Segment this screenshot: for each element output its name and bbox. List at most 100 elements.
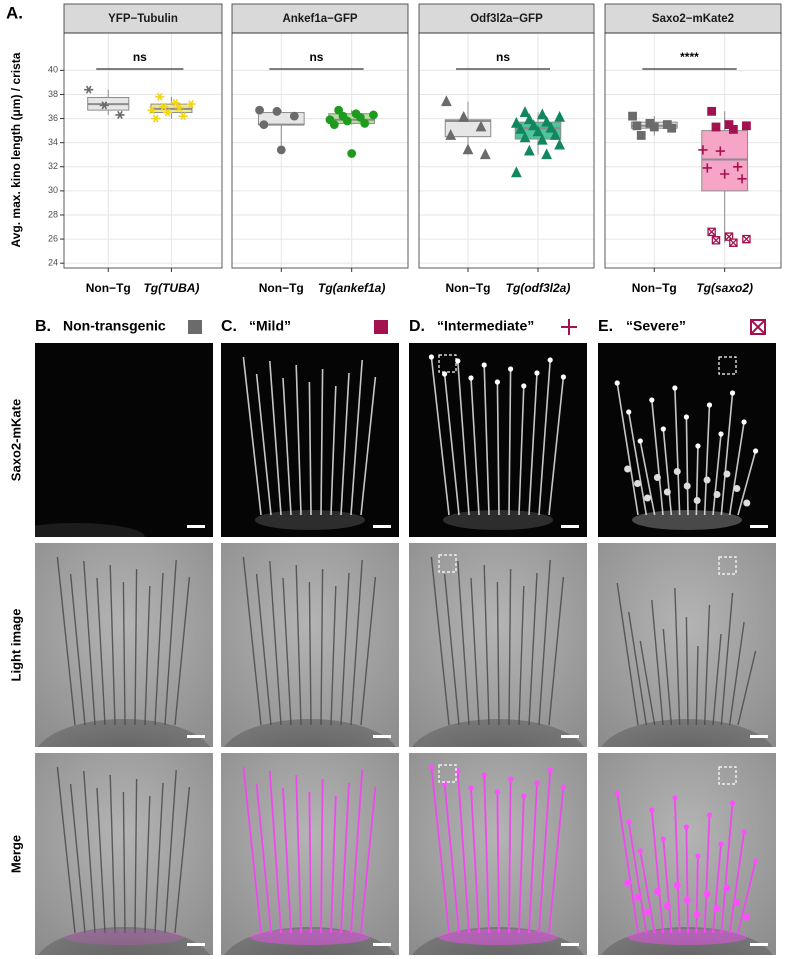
tip-bulb xyxy=(481,362,487,368)
marker xyxy=(707,106,717,116)
data-point xyxy=(702,163,712,173)
plot-border xyxy=(604,32,782,269)
marker xyxy=(84,85,94,94)
marker xyxy=(445,129,457,140)
kinocilium xyxy=(350,769,364,934)
data-point xyxy=(536,133,548,145)
marker xyxy=(515,123,527,134)
kinocilium xyxy=(430,356,450,516)
data-point xyxy=(541,115,553,127)
strip xyxy=(418,3,595,34)
kinocilium xyxy=(548,576,565,726)
kinocilium xyxy=(430,556,450,726)
kinocilium xyxy=(627,821,648,934)
significance-label: ns xyxy=(133,50,147,64)
bulb xyxy=(683,896,691,904)
data-point xyxy=(440,95,452,107)
kinocilium xyxy=(330,795,337,934)
marker xyxy=(334,105,344,115)
kinocilium xyxy=(255,373,272,516)
data-point xyxy=(549,129,561,140)
plot-background xyxy=(419,33,594,268)
marker xyxy=(742,121,751,131)
data-point xyxy=(742,121,751,131)
tip-bulb xyxy=(468,375,474,381)
strip-title: Saxo2−mKate2 xyxy=(652,13,734,25)
kinocilium xyxy=(616,382,639,516)
roi-box xyxy=(718,356,737,375)
marker xyxy=(259,120,269,129)
marker xyxy=(720,169,730,179)
base-glow xyxy=(438,929,558,945)
data-point xyxy=(720,169,730,179)
micrograph xyxy=(409,543,587,747)
data-point xyxy=(259,120,269,129)
tip-bulb xyxy=(468,785,474,791)
plot-border xyxy=(418,32,595,269)
kinocilium xyxy=(470,577,480,726)
kinocilium xyxy=(308,581,312,726)
data-point xyxy=(159,102,169,111)
tip-bulb xyxy=(637,438,643,444)
tip-bulb xyxy=(442,781,448,787)
bulb xyxy=(703,476,711,484)
marker xyxy=(554,110,566,122)
micrograph xyxy=(409,753,587,955)
scale-bar xyxy=(373,525,391,528)
data-point xyxy=(147,106,157,115)
marker xyxy=(272,106,282,116)
kinocilium xyxy=(538,359,551,516)
legend-icon xyxy=(750,319,766,335)
kinocilium xyxy=(538,559,551,726)
marker xyxy=(536,108,548,120)
kinocilium xyxy=(122,791,126,934)
cell-body xyxy=(38,719,210,747)
roi-box xyxy=(438,554,457,573)
kinocilium xyxy=(470,377,480,516)
kinocilium xyxy=(96,577,106,726)
kinocilium xyxy=(282,377,292,516)
data-point xyxy=(155,92,165,101)
strip xyxy=(63,3,223,34)
kinocilium xyxy=(282,577,292,726)
kinocilium xyxy=(164,769,177,934)
data-point xyxy=(519,131,531,143)
y-tick-label: 40 xyxy=(48,65,58,75)
kinocilium xyxy=(538,769,552,934)
marker xyxy=(742,234,751,244)
marker xyxy=(276,145,286,155)
kinocilium xyxy=(496,791,500,934)
cell-body xyxy=(601,927,773,955)
kinocilium xyxy=(269,360,282,516)
bulb xyxy=(733,485,741,492)
x-tick-label: Non−Tg xyxy=(86,281,131,295)
marker xyxy=(475,120,487,132)
marker xyxy=(541,115,553,127)
marker xyxy=(151,114,161,123)
data-point xyxy=(462,143,474,155)
marker xyxy=(632,121,642,131)
kinocilium xyxy=(627,411,648,516)
tip-bulb xyxy=(508,366,514,372)
scale-bar xyxy=(561,735,579,738)
data-point xyxy=(711,236,721,245)
marker xyxy=(549,129,561,140)
tip-bulb xyxy=(649,807,655,813)
kinocilium xyxy=(134,568,138,726)
data-point xyxy=(541,148,553,160)
tip-bulb xyxy=(521,383,527,389)
bulb xyxy=(643,908,651,916)
marker xyxy=(458,110,470,122)
cell-body xyxy=(38,927,210,955)
tip-bulb xyxy=(428,764,434,770)
panel-title: “Mild” xyxy=(249,318,291,334)
data-point xyxy=(649,122,659,132)
kinocilium xyxy=(703,814,711,934)
scale-bar xyxy=(750,735,768,738)
kinocilium xyxy=(340,372,350,516)
kinocilium xyxy=(69,783,86,934)
tip-bulb xyxy=(729,390,736,396)
legend-icon xyxy=(188,320,202,334)
kinocilium xyxy=(174,786,191,934)
data-point xyxy=(174,103,184,112)
